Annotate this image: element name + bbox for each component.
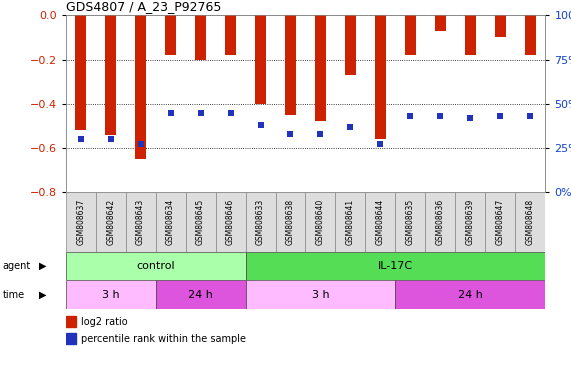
Text: GSM808641: GSM808641 bbox=[346, 199, 355, 245]
Text: GSM808644: GSM808644 bbox=[376, 199, 385, 245]
Bar bbox=[246, 280, 395, 309]
Bar bbox=[485, 192, 515, 252]
Point bbox=[76, 136, 85, 142]
Bar bbox=[405, 15, 416, 55]
Text: ▶: ▶ bbox=[39, 290, 46, 300]
Bar bbox=[66, 252, 246, 280]
Point bbox=[406, 113, 415, 119]
Bar bbox=[126, 192, 155, 252]
Text: GSM808638: GSM808638 bbox=[286, 199, 295, 245]
Text: GSM808634: GSM808634 bbox=[166, 199, 175, 245]
Text: GSM808637: GSM808637 bbox=[76, 199, 85, 245]
Bar bbox=[246, 192, 275, 252]
Bar bbox=[186, 192, 215, 252]
Bar bbox=[305, 192, 335, 252]
Text: GSM808646: GSM808646 bbox=[226, 199, 235, 245]
Bar bbox=[155, 192, 186, 252]
Text: GSM808633: GSM808633 bbox=[256, 199, 265, 245]
Point bbox=[466, 115, 475, 121]
Point bbox=[346, 124, 355, 130]
Bar bbox=[495, 15, 505, 38]
Bar bbox=[106, 15, 116, 135]
Text: GSM808647: GSM808647 bbox=[496, 199, 505, 245]
Point bbox=[496, 113, 505, 119]
Point bbox=[166, 109, 175, 116]
Bar bbox=[465, 15, 476, 55]
Point bbox=[226, 109, 235, 116]
Text: GSM808640: GSM808640 bbox=[316, 199, 325, 245]
Text: control: control bbox=[136, 261, 175, 271]
Bar bbox=[75, 15, 86, 130]
Text: GSM808645: GSM808645 bbox=[196, 199, 205, 245]
Bar bbox=[155, 280, 246, 309]
Text: GSM808636: GSM808636 bbox=[436, 199, 445, 245]
Text: 3 h: 3 h bbox=[102, 290, 119, 300]
Bar bbox=[66, 316, 76, 328]
Bar bbox=[226, 15, 236, 55]
Bar bbox=[195, 15, 206, 60]
Bar bbox=[96, 192, 126, 252]
Point bbox=[436, 113, 445, 119]
Text: 24 h: 24 h bbox=[458, 290, 483, 300]
Bar bbox=[365, 192, 395, 252]
Text: GSM808635: GSM808635 bbox=[406, 199, 415, 245]
Text: 24 h: 24 h bbox=[188, 290, 213, 300]
Bar bbox=[275, 192, 305, 252]
Text: time: time bbox=[3, 290, 25, 300]
Bar bbox=[435, 15, 445, 31]
Bar bbox=[315, 15, 325, 121]
Bar bbox=[135, 15, 146, 159]
Point bbox=[106, 136, 115, 142]
Text: IL-17C: IL-17C bbox=[378, 261, 413, 271]
Bar bbox=[375, 15, 385, 139]
Text: 3 h: 3 h bbox=[312, 290, 329, 300]
Bar bbox=[515, 192, 545, 252]
Point bbox=[196, 109, 205, 116]
Bar bbox=[215, 192, 246, 252]
Bar bbox=[66, 280, 155, 309]
Text: agent: agent bbox=[3, 261, 31, 271]
Bar bbox=[66, 333, 76, 344]
Text: GSM808642: GSM808642 bbox=[106, 199, 115, 245]
Point bbox=[376, 141, 385, 147]
Text: percentile rank within the sample: percentile rank within the sample bbox=[81, 334, 246, 344]
Text: ▶: ▶ bbox=[39, 261, 46, 271]
Bar bbox=[395, 280, 545, 309]
Bar bbox=[395, 192, 425, 252]
Text: GSM808648: GSM808648 bbox=[526, 199, 535, 245]
Point bbox=[316, 131, 325, 137]
Text: GDS4807 / A_23_P92765: GDS4807 / A_23_P92765 bbox=[66, 0, 221, 13]
Point bbox=[256, 122, 265, 128]
Text: log2 ratio: log2 ratio bbox=[81, 317, 128, 327]
Point bbox=[136, 141, 145, 147]
Point bbox=[526, 113, 535, 119]
Bar bbox=[335, 192, 365, 252]
Bar bbox=[425, 192, 455, 252]
Bar bbox=[66, 192, 96, 252]
Point bbox=[286, 131, 295, 137]
Bar bbox=[525, 15, 536, 55]
Bar bbox=[286, 15, 296, 115]
Bar bbox=[255, 15, 266, 104]
Bar bbox=[455, 192, 485, 252]
Bar bbox=[166, 15, 176, 55]
Bar bbox=[345, 15, 356, 75]
Text: GSM808643: GSM808643 bbox=[136, 199, 145, 245]
Bar bbox=[246, 252, 545, 280]
Text: GSM808639: GSM808639 bbox=[466, 199, 475, 245]
